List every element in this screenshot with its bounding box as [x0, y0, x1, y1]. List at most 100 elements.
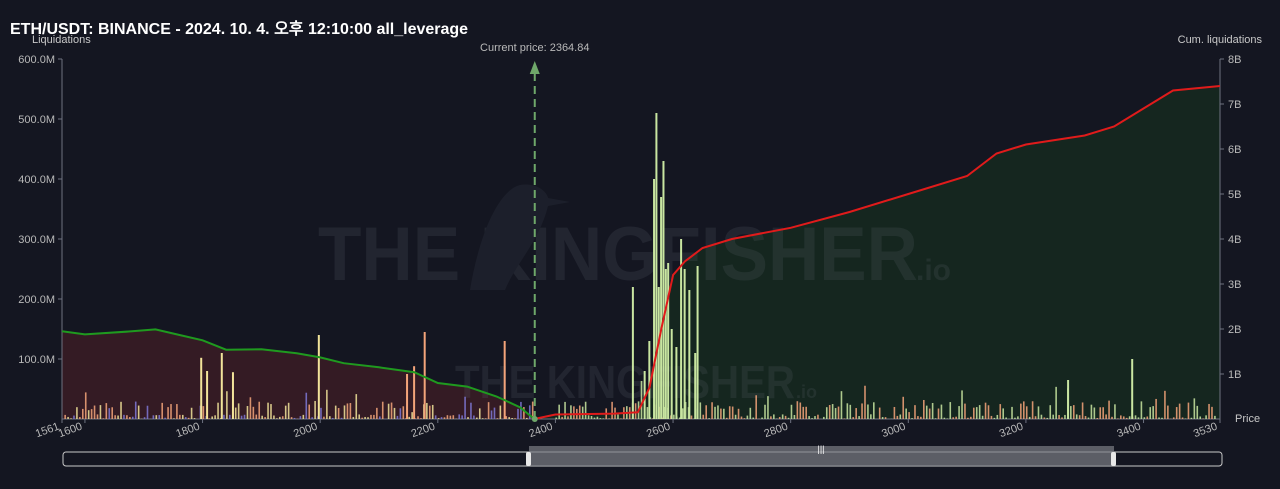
liquidation-bar — [996, 414, 999, 419]
liquidation-bar — [799, 402, 802, 419]
liquidation-bar — [1099, 407, 1102, 419]
liquidation-bar — [481, 418, 484, 419]
liquidation-bar — [155, 415, 158, 419]
liquidation-bar — [108, 408, 111, 419]
liquidation-bar — [602, 418, 605, 419]
liquidation-bar — [828, 405, 831, 419]
watermark: THE KINGFISHER .io THE KINGFISHER .io — [318, 184, 951, 408]
liquidation-bar-major — [688, 290, 691, 419]
liquidation-bar — [1002, 408, 1004, 419]
liquidation-bar-major — [694, 353, 697, 419]
liquidation-bar — [1020, 403, 1022, 419]
liquidation-bar — [173, 418, 175, 419]
liquidation-bar — [1087, 417, 1090, 419]
y2-tick-label: 3B — [1228, 279, 1241, 291]
liquidation-bar — [590, 415, 593, 419]
liquidation-bar — [1187, 402, 1190, 419]
liquidation-bar — [73, 415, 75, 419]
liquidation-bar — [581, 406, 584, 419]
liquidation-bar — [167, 407, 169, 419]
liquidation-bar — [740, 416, 743, 419]
liquidation-bar — [1190, 417, 1193, 419]
range-navigator-handle-right[interactable] — [1111, 452, 1116, 466]
liquidation-bar — [796, 401, 799, 419]
liquidation-bar — [302, 414, 305, 419]
liquidation-bar — [1137, 417, 1140, 419]
liquidation-bar — [508, 417, 510, 419]
liquidation-bar — [787, 417, 790, 419]
liquidation-bar — [972, 407, 975, 419]
liquidation-bar — [305, 392, 308, 419]
liquidation-bar — [725, 417, 728, 419]
liquidation-bar — [126, 415, 128, 419]
liquidation-bar — [1011, 406, 1013, 419]
liquidation-bar — [1211, 406, 1213, 419]
liquidation-bar — [1161, 417, 1163, 419]
liquidation-bar — [1055, 386, 1057, 419]
liquidation-bar — [152, 415, 155, 419]
liquidation-bar — [187, 417, 190, 419]
liquidation-bar — [717, 405, 719, 419]
chart-title: ETH/USDT: BINANCE - 2024. 10. 4. 오후 12:1… — [10, 21, 469, 38]
x-tick-label: 2200 — [410, 421, 437, 441]
liquidation-bar — [1125, 417, 1128, 419]
liquidation-bar — [352, 416, 355, 419]
current-price-label: Current price: 2364.84 — [480, 42, 589, 54]
liquidation-bar — [1149, 407, 1152, 419]
y-tick-label: 200.0M — [18, 294, 55, 306]
long-cum-fill — [62, 329, 535, 419]
y-axis-title: Liquidations — [32, 34, 91, 46]
liquidation-bar — [1175, 407, 1178, 419]
liquidation-bar — [1140, 401, 1143, 419]
liquidation-bar — [120, 401, 122, 419]
liquidation-bar-major — [660, 197, 663, 419]
liquidation-bar — [673, 414, 675, 419]
liquidation-bar — [496, 418, 499, 419]
liquidation-bar — [634, 403, 637, 419]
liquidation-bar — [1122, 416, 1125, 419]
short-cum-fill — [534, 86, 1220, 419]
liquidation-bar — [749, 407, 752, 419]
liquidation-bar — [681, 408, 684, 419]
liquidation-bar — [229, 414, 231, 419]
liquidation-bar — [752, 417, 755, 419]
liquidation-bar — [1181, 417, 1184, 419]
liquidation-bar — [943, 417, 946, 419]
liquidation-bar-major — [1067, 380, 1070, 419]
liquidation-bar — [314, 400, 316, 419]
liquidation-bar — [920, 416, 922, 419]
liquidation-bar — [1143, 417, 1146, 419]
liquidation-bar — [555, 417, 558, 419]
liquidation-bar — [464, 396, 466, 419]
liquidation-bar — [334, 405, 337, 419]
liquidation-bar — [461, 415, 463, 419]
liquidation-bar — [1208, 403, 1210, 419]
y2-tick-label: 6B — [1228, 144, 1241, 156]
range-navigator-handle-left[interactable] — [526, 452, 531, 466]
range-navigator-grip-icon[interactable]: ||| — [817, 444, 824, 454]
y-tick-label: 500.0M — [18, 114, 55, 126]
liquidation-bar — [431, 404, 434, 419]
liquidation-bar — [593, 417, 596, 419]
liquidation-bar — [893, 406, 896, 419]
liquidation-bar — [884, 417, 887, 419]
liquidation-bar — [1158, 417, 1160, 419]
liquidation-bar — [770, 416, 772, 419]
range-navigator-selection[interactable] — [529, 446, 1114, 466]
liquidation-bar — [514, 418, 516, 419]
liquidation-bar — [914, 405, 916, 419]
liquidation-bar — [273, 415, 275, 419]
liquidation-bar — [355, 394, 358, 419]
liquidation-bar — [855, 408, 857, 419]
liquidation-bar — [978, 405, 981, 419]
liquidation-bar — [446, 415, 449, 419]
liquidation-bar — [1037, 406, 1040, 419]
liquidation-bar — [558, 404, 560, 419]
liquidation-bar — [79, 417, 81, 419]
x-tick-label: 3000 — [880, 421, 907, 441]
liquidation-bar — [1025, 406, 1028, 419]
liquidation-bar — [1031, 401, 1034, 419]
liquidation-bar — [858, 416, 860, 419]
liquidation-bar — [917, 416, 919, 419]
liquidation-bar — [711, 402, 713, 419]
